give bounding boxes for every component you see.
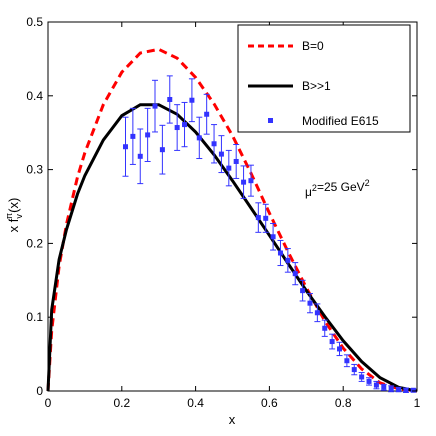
data-point: [174, 125, 180, 131]
mu-annotation: μ2=25 GeV2: [305, 178, 370, 199]
y-axis-label: x fvπ(x): [4, 198, 24, 233]
data-point: [322, 325, 328, 331]
data-point: [204, 111, 210, 117]
data-point: [248, 178, 254, 184]
data-point: [196, 135, 202, 141]
data-point: [159, 147, 165, 153]
x-tick-label: 0.6: [261, 396, 278, 410]
x-axis-label: x: [229, 412, 236, 427]
x-tick-label: 0.2: [113, 396, 130, 410]
data-point: [182, 122, 188, 128]
data-point: [189, 97, 195, 103]
data-point: [277, 250, 283, 256]
data-point: [359, 374, 365, 380]
data-point: [285, 257, 291, 263]
data-point: [366, 378, 372, 384]
data-point: [300, 288, 306, 294]
legend-label-e615: Modified E615: [302, 114, 379, 128]
y-tick-label: 0.3: [26, 163, 43, 177]
series-line-b0: [46, 47, 418, 393]
data-point: [329, 339, 335, 345]
plot-data-points: [122, 75, 417, 393]
data-point: [137, 153, 143, 159]
data-point: [211, 141, 217, 147]
series-line-bgg1: [46, 103, 418, 393]
x-tick-label: 0: [45, 396, 52, 410]
data-point: [145, 132, 151, 138]
legend-label-bgg1: B>>1: [302, 79, 331, 93]
plot-ticks: 0 0.2 0.4 0.6 0.8 1 0 0.1 0.2 0.3 0.4 0.5: [26, 15, 420, 410]
data-point: [396, 387, 402, 393]
data-point: [226, 165, 232, 171]
data-point: [292, 271, 298, 277]
data-point: [410, 387, 416, 393]
plot-curves: [46, 47, 418, 393]
x-tick-label: 0.4: [187, 396, 204, 410]
x-tick-label: 0.8: [335, 396, 352, 410]
y-tick-label: 0.5: [26, 15, 43, 29]
data-point: [122, 144, 128, 150]
data-point: [351, 367, 357, 373]
data-point: [373, 382, 379, 388]
data-point: [241, 179, 247, 185]
y-tick-label: 0.2: [26, 236, 43, 250]
legend-swatch-e615: [268, 118, 273, 123]
data-point: [255, 215, 261, 221]
data-point: [263, 215, 269, 221]
data-point: [403, 387, 409, 393]
plot-axes: [47, 21, 418, 392]
y-tick-label: 0: [36, 384, 43, 398]
legend-label-b0: B=0: [302, 39, 324, 53]
data-point: [233, 158, 239, 164]
data-point: [130, 133, 136, 139]
data-point: [152, 103, 158, 109]
data-point: [388, 386, 394, 392]
data-point: [314, 310, 320, 316]
data-point: [307, 300, 313, 306]
data-point: [381, 384, 387, 390]
data-point: [167, 96, 173, 102]
y-tick-label: 0.1: [26, 310, 43, 324]
plot-frame: [47, 21, 418, 392]
data-point: [270, 234, 276, 240]
data-point: [218, 151, 224, 157]
y-tick-label: 0.4: [26, 89, 43, 103]
legend: B=0 B>>1 Modified E615: [237, 24, 411, 133]
data-point: [344, 358, 350, 364]
legend-box: [237, 24, 411, 133]
x-tick-label: 1: [414, 396, 421, 410]
data-point: [337, 346, 343, 352]
